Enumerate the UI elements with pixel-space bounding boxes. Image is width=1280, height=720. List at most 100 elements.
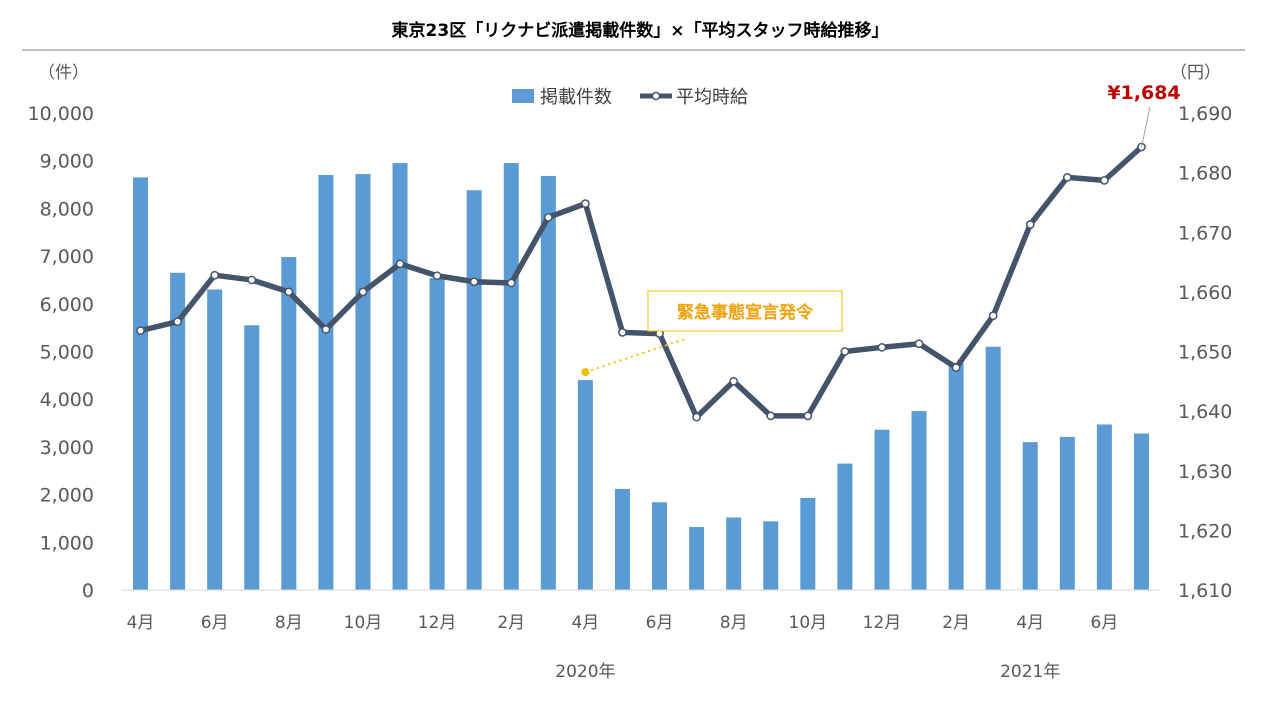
wage-point xyxy=(358,287,368,297)
line-series xyxy=(136,142,1146,422)
x-axis-tick-label: 4月 xyxy=(571,613,599,633)
right-axis-tick-label: 1,640 xyxy=(1178,401,1232,423)
wage-point xyxy=(506,278,516,288)
wage-point xyxy=(173,317,182,327)
year-label: 2021年 xyxy=(1000,662,1060,682)
x-axis-tick-label: 2月 xyxy=(497,613,525,633)
wage-point xyxy=(729,376,739,386)
bar xyxy=(689,527,705,590)
legend: 掲載件数 平均時給 xyxy=(512,87,748,108)
annotation-dot xyxy=(581,368,590,377)
x-axis-tick-label: 10月 xyxy=(344,613,383,633)
left-axis-tick-label: 3,000 xyxy=(40,437,94,459)
left-axis-tick-label: 6,000 xyxy=(40,294,94,316)
wage-point xyxy=(1062,173,1072,182)
x-axis-tick-label: 4月 xyxy=(1016,613,1044,633)
annotation-box xyxy=(647,290,843,332)
bar xyxy=(726,517,742,590)
left-axis-tick-label: 2,000 xyxy=(40,485,94,507)
year-label: 2020年 xyxy=(555,662,615,682)
wage-point xyxy=(136,326,145,335)
left-axis-tick-label: 7,000 xyxy=(40,246,94,268)
annotation-text: 緊急事態宣言発令 xyxy=(677,302,814,323)
bar xyxy=(318,175,334,590)
annotation-leader-line xyxy=(585,337,689,374)
legend-line-marker xyxy=(651,91,661,101)
x-axis: 4月 6月 8月 10月 12月 2月 4月 6月 8月 10月 12月 2月 4月 6月 2020年 202… xyxy=(127,613,1119,682)
wage-point xyxy=(284,287,294,297)
wage-point xyxy=(877,342,887,352)
left-axis-unit: （件） xyxy=(38,63,89,83)
bar xyxy=(392,163,408,590)
bar xyxy=(355,174,371,590)
left-axis-tick-label: 9,000 xyxy=(40,151,94,173)
bar xyxy=(1059,436,1075,590)
bar xyxy=(170,272,186,590)
right-axis-tick-label: 1,660 xyxy=(1178,282,1232,304)
bar-series xyxy=(133,163,1149,591)
x-axis-tick-label: 2月 xyxy=(942,613,970,633)
wage-point xyxy=(803,411,813,421)
wage-point xyxy=(210,270,220,280)
bar xyxy=(652,502,668,590)
right-axis-tick-label: 1,680 xyxy=(1178,163,1232,185)
wage-point xyxy=(1100,176,1109,185)
x-axis-tick-label: 12月 xyxy=(418,613,457,633)
bar xyxy=(948,362,964,590)
x-axis-tick-label: 8月 xyxy=(720,613,748,633)
wage-point xyxy=(581,199,590,208)
bar xyxy=(763,521,779,590)
wage-point xyxy=(951,363,961,372)
bar xyxy=(837,463,853,590)
wage-point xyxy=(618,328,627,337)
bar xyxy=(577,380,593,590)
right-axis-tick-label: 1,630 xyxy=(1178,461,1232,483)
bar xyxy=(1096,424,1112,590)
right-axis-tick-label: 1,650 xyxy=(1178,342,1232,364)
bar xyxy=(1022,442,1038,590)
bar xyxy=(281,257,297,590)
wage-point xyxy=(469,277,479,287)
legend-label-postings: 掲載件数 xyxy=(540,87,612,108)
x-axis-tick-label: 6月 xyxy=(1090,613,1118,633)
right-axis-tick-label: 1,670 xyxy=(1178,222,1232,244)
wage-point xyxy=(395,259,405,269)
wage-point xyxy=(840,347,850,356)
x-axis-tick-label: 6月 xyxy=(646,613,674,633)
legend-bar-swatch xyxy=(512,89,534,103)
wage-point xyxy=(543,212,553,222)
left-axis-tick-label: 8,000 xyxy=(40,198,94,220)
bar xyxy=(503,163,519,590)
right-axis-unit: （円） xyxy=(1170,63,1221,83)
wage-point xyxy=(766,411,776,421)
wage-point xyxy=(432,271,442,281)
bar xyxy=(985,346,1001,590)
left-axis: 0 1,000 2,000 3,000 4,000 5,000 6,000 7,000 8,00… xyxy=(28,103,94,602)
left-axis-tick-label: 0 xyxy=(82,580,94,602)
right-axis-tick-label: 1,610 xyxy=(1178,580,1232,602)
annotations: 緊急事態宣言発令 ¥1,684 xyxy=(581,82,1181,377)
bar xyxy=(244,325,260,590)
wage-line xyxy=(139,144,1144,420)
bar xyxy=(614,488,630,590)
wage-point xyxy=(1025,220,1035,229)
bar xyxy=(540,175,556,591)
right-axis-tick-label: 1,620 xyxy=(1178,520,1232,542)
bar xyxy=(133,177,149,590)
bar xyxy=(1133,433,1149,590)
bar xyxy=(466,190,482,591)
wage-point xyxy=(692,412,701,422)
bar xyxy=(874,429,890,590)
wage-point xyxy=(247,275,257,285)
wage-point xyxy=(321,325,331,334)
x-axis-tick-label: 6月 xyxy=(201,613,229,633)
wage-point xyxy=(988,311,998,321)
bar xyxy=(800,497,816,590)
latest-wage-callout: ¥1,684 xyxy=(1107,82,1180,104)
bar xyxy=(429,278,445,590)
right-axis: 1,610 1,620 1,630 1,640 1,650 1,660 1,670 1,680… xyxy=(1178,103,1232,602)
bar xyxy=(911,411,927,590)
x-axis-tick-label: 8月 xyxy=(275,613,303,633)
left-axis-tick-label: 4,000 xyxy=(40,389,94,411)
